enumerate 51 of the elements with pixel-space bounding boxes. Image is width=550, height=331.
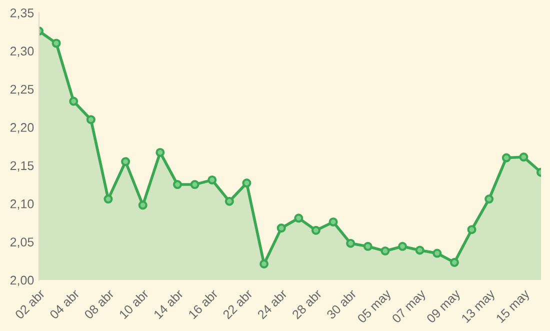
point bbox=[328, 217, 338, 226]
point bbox=[52, 38, 61, 48]
point bbox=[86, 115, 96, 124]
x-tick-label: 05 may bbox=[356, 288, 394, 326]
point bbox=[138, 200, 148, 210]
point bbox=[398, 242, 408, 251]
point bbox=[311, 226, 320, 235]
x-tick-label: 16 abr bbox=[188, 288, 218, 320]
x-tick-label: 10 abr bbox=[118, 288, 150, 320]
point bbox=[432, 248, 442, 258]
x-tick-label: 14 abr bbox=[153, 288, 184, 320]
x-tick-label: 08 abr bbox=[84, 288, 115, 320]
x-tick-label: 09 may bbox=[426, 288, 463, 326]
point bbox=[172, 180, 182, 190]
y-tick-label: 2,25 bbox=[10, 84, 34, 96]
point bbox=[346, 238, 356, 248]
x-tick-label: 04 abr bbox=[48, 288, 80, 320]
y-tick-label: 2,05 bbox=[10, 238, 34, 248]
x-tick-label: 22 abr bbox=[222, 288, 254, 320]
x-tick-label: 07 may bbox=[391, 288, 428, 326]
point bbox=[104, 194, 113, 204]
point bbox=[502, 153, 511, 162]
point bbox=[121, 157, 130, 166]
x-tick-label: 28 abr bbox=[291, 288, 322, 320]
y-tick-label: 2,35 bbox=[10, 8, 34, 19]
point bbox=[190, 180, 200, 190]
point bbox=[450, 258, 459, 267]
point bbox=[415, 246, 424, 255]
point bbox=[69, 96, 78, 106]
x-tick-label: 02 abr bbox=[14, 288, 46, 320]
point bbox=[276, 224, 286, 233]
point bbox=[242, 178, 252, 188]
x-tick-label: 13 may bbox=[460, 288, 498, 325]
x-tick-label: 24 abr bbox=[256, 288, 288, 320]
point bbox=[294, 214, 304, 223]
point bbox=[467, 225, 476, 234]
y-tick-label: 2,20 bbox=[10, 123, 34, 134]
y-tick-label: 2,15 bbox=[10, 161, 34, 172]
y-tick-label: 2,10 bbox=[10, 199, 34, 210]
y-tick-label: 2,00 bbox=[10, 276, 34, 286]
point bbox=[260, 259, 269, 268]
x-tick-label: 15 may bbox=[496, 288, 532, 325]
point bbox=[224, 196, 234, 206]
point bbox=[208, 175, 217, 184]
x-tick-label: 30 abr bbox=[326, 288, 357, 320]
point bbox=[380, 246, 390, 256]
point bbox=[484, 194, 494, 204]
point bbox=[363, 242, 372, 251]
y-tick-label: 2,30 bbox=[10, 46, 34, 58]
point bbox=[519, 152, 528, 162]
point bbox=[156, 148, 165, 157]
